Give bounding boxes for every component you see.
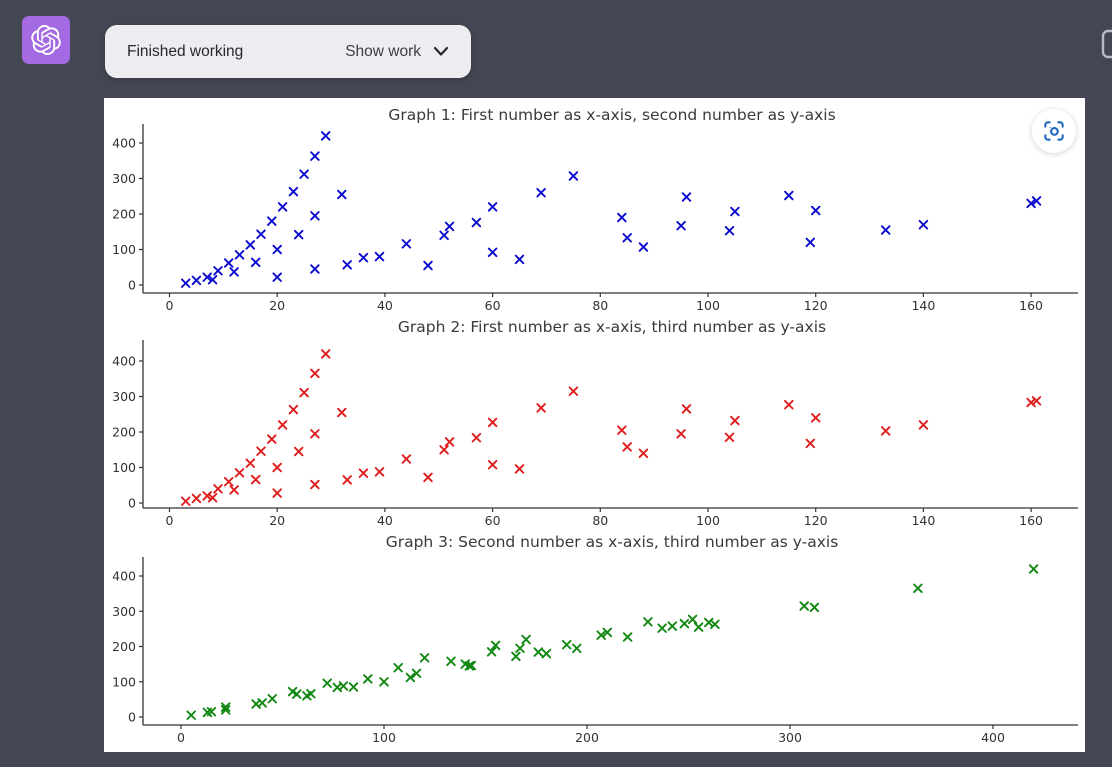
scatter-graph-2: Graph 2: First number as x-axis, third n…	[112, 318, 1078, 525]
status-text: Finished working	[127, 42, 244, 60]
svg-text:Graph 1: First number as x-axi: Graph 1: First number as x-axis, second …	[388, 106, 835, 124]
svg-text:400: 400	[981, 730, 1005, 745]
svg-text:0: 0	[128, 278, 136, 293]
copy-icon[interactable]	[1101, 28, 1112, 60]
svg-text:60: 60	[485, 298, 501, 310]
svg-text:300: 300	[112, 171, 136, 186]
svg-text:80: 80	[592, 513, 608, 525]
svg-text:200: 200	[112, 425, 136, 440]
svg-text:120: 120	[804, 298, 828, 310]
svg-text:Graph 2: First number as x-axi: Graph 2: First number as x-axis, third n…	[398, 318, 826, 336]
svg-text:0: 0	[128, 710, 136, 725]
svg-text:300: 300	[112, 389, 136, 404]
svg-text:100: 100	[112, 460, 136, 475]
scatter-graph-1: Graph 1: First number as x-axis, second …	[112, 106, 1078, 310]
show-work-label: Show work	[345, 42, 421, 60]
svg-text:20: 20	[269, 513, 285, 525]
camera-focus-icon	[1044, 121, 1064, 141]
svg-text:160: 160	[1019, 298, 1043, 310]
svg-text:Graph 3: Second number as x-ax: Graph 3: Second number as x-axis, third …	[386, 533, 839, 551]
svg-text:100: 100	[112, 674, 136, 689]
svg-text:100: 100	[372, 730, 396, 745]
svg-text:60: 60	[485, 513, 501, 525]
expand-chart-button[interactable]	[1032, 109, 1076, 153]
svg-text:40: 40	[377, 513, 393, 525]
copy-icon-glyph	[1101, 29, 1112, 59]
svg-text:0: 0	[166, 298, 174, 310]
svg-text:400: 400	[112, 569, 136, 584]
openai-logo-icon	[31, 25, 61, 55]
svg-text:200: 200	[112, 207, 136, 222]
svg-text:200: 200	[112, 639, 136, 654]
chevron-down-icon	[433, 46, 449, 56]
show-work-toggle[interactable]: Finished working Show work	[105, 25, 471, 78]
svg-text:80: 80	[592, 298, 608, 310]
svg-text:20: 20	[269, 298, 285, 310]
chatgpt-avatar	[22, 16, 70, 64]
svg-text:400: 400	[112, 136, 136, 151]
svg-text:140: 140	[911, 298, 935, 310]
svg-text:0: 0	[177, 730, 185, 745]
svg-text:160: 160	[1019, 513, 1043, 525]
svg-text:140: 140	[911, 513, 935, 525]
svg-text:40: 40	[377, 298, 393, 310]
svg-text:300: 300	[112, 604, 136, 619]
svg-text:100: 100	[112, 242, 136, 257]
svg-text:100: 100	[696, 298, 720, 310]
svg-text:120: 120	[804, 513, 828, 525]
svg-text:400: 400	[112, 354, 136, 369]
svg-text:200: 200	[575, 730, 599, 745]
svg-text:100: 100	[696, 513, 720, 525]
svg-text:0: 0	[166, 513, 174, 525]
scatter-graph-3: Graph 3: Second number as x-axis, third …	[112, 533, 1078, 745]
svg-text:300: 300	[778, 730, 802, 745]
chart-panel: Graph 1: First number as x-axis, second …	[104, 98, 1085, 752]
svg-text:0: 0	[128, 496, 136, 511]
